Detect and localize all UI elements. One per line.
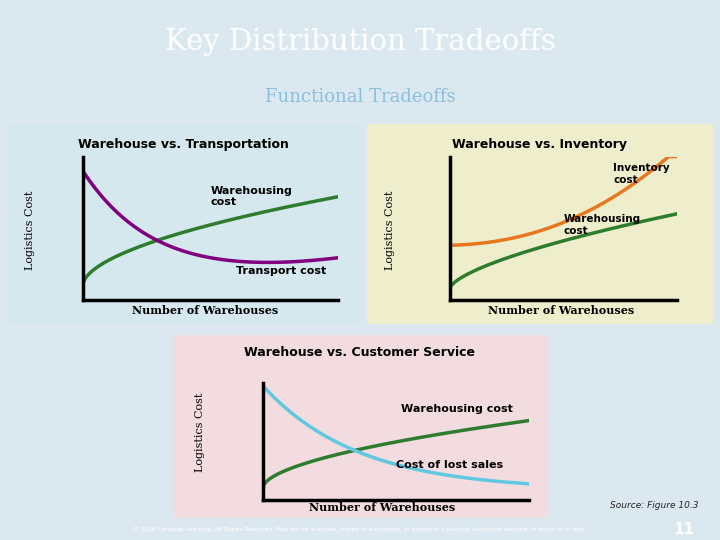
Text: Functional Tradeoffs: Functional Tradeoffs: [265, 89, 455, 106]
Text: Warehousing cost: Warehousing cost: [401, 404, 513, 414]
Text: Logistics Cost: Logistics Cost: [194, 393, 204, 472]
Text: © 2016 Cengage Learning. All Rights Reserved. May not be scanned, copied or dupl: © 2016 Cengage Learning. All Rights Rese…: [133, 526, 587, 532]
Text: Logistics Cost: Logistics Cost: [25, 191, 35, 270]
Text: Warehouse vs. Customer Service: Warehouse vs. Customer Service: [245, 346, 475, 359]
Text: Warehouse vs. Transportation: Warehouse vs. Transportation: [78, 138, 289, 151]
Text: Key Distribution Tradeoffs: Key Distribution Tradeoffs: [165, 28, 555, 56]
Text: Number of Warehouses: Number of Warehouses: [132, 305, 278, 316]
Text: Warehouse vs. Inventory: Warehouse vs. Inventory: [452, 138, 628, 151]
Text: Logistics Cost: Logistics Cost: [384, 191, 395, 270]
Text: Number of Warehouses: Number of Warehouses: [487, 305, 634, 316]
Text: Warehousing
cost: Warehousing cost: [210, 186, 292, 207]
Text: Inventory
cost: Inventory cost: [613, 163, 670, 185]
Text: Transport cost: Transport cost: [236, 266, 326, 276]
Text: Number of Warehouses: Number of Warehouses: [310, 502, 456, 513]
Text: 11: 11: [674, 522, 695, 537]
Text: Source: Figure 10.3: Source: Figure 10.3: [610, 501, 698, 510]
Text: Warehousing
cost: Warehousing cost: [563, 214, 641, 236]
Text: Cost of lost sales: Cost of lost sales: [396, 460, 503, 470]
